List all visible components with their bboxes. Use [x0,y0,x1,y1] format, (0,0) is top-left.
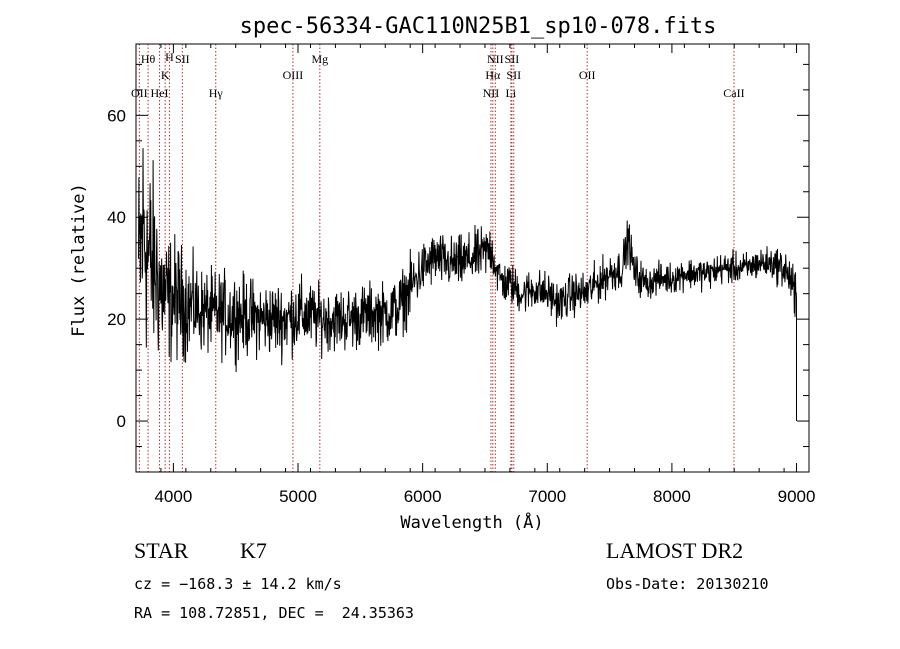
spectral-line-label: H [165,50,174,64]
x-tick-label: 9000 [778,487,816,506]
spectral-line-label: K [161,68,170,82]
spectral-line-label: OII [131,86,148,100]
plot-frame [135,43,810,473]
spectral-line-label: Hγ [209,86,224,100]
spectral-line-label: CaII [723,86,744,100]
spectral-line-label: SII [505,52,520,66]
x-axis-label: Wavelength (Å) [400,511,543,533]
x-tick-label: 8000 [653,487,691,506]
spectral-line-label: Mg [311,52,328,66]
spectral-line-label: OII [579,68,596,82]
spectral-line-label: Hθ [141,52,156,66]
object-subclass: K7 [240,538,267,563]
y-tick-label: 20 [107,310,126,329]
spectral-line-markers [138,44,735,472]
spectral-line-label: NII [483,86,500,100]
spectral-line-label: Li [506,86,517,100]
spectral-line-label: HeI [151,86,169,100]
spectrum-series-line [138,148,797,421]
spectral-line-label: NII [487,52,504,66]
x-tick-label: 6000 [404,487,442,506]
object-class: STAR [134,538,189,563]
redshift-text: cz = −168.3 ± 14.2 km/s [134,575,342,593]
spectral-line-label: SII [506,68,521,82]
spectral-line-label: OIII [283,68,304,82]
y-tick-label: 60 [107,106,126,125]
y-tick-label: 0 [117,412,126,431]
x-tick-label: 7000 [528,487,566,506]
survey-label: LAMOST DR2 [606,538,744,563]
y-axis-label: Flux (relative) [69,183,89,337]
y-tick-label: 40 [107,208,126,227]
spectral-line-label: SII [175,52,190,66]
coordinates-text: RA = 108.72851, DEC = 24.35363 [134,604,414,622]
obs-date-text: Obs-Date: 20130210 [606,575,769,593]
spectral-line-label: Hα [485,68,501,82]
x-tick-label: 5000 [279,487,317,506]
chart-title: spec-56334-GAC110N25B1_sp10-078.fits [240,14,717,39]
y-axis-ticks: 0 20 40 60 [107,63,809,448]
x-tick-label: 4000 [154,487,192,506]
x-axis-ticks: 4000 5000 6000 7000 8000 9000 [135,44,816,506]
